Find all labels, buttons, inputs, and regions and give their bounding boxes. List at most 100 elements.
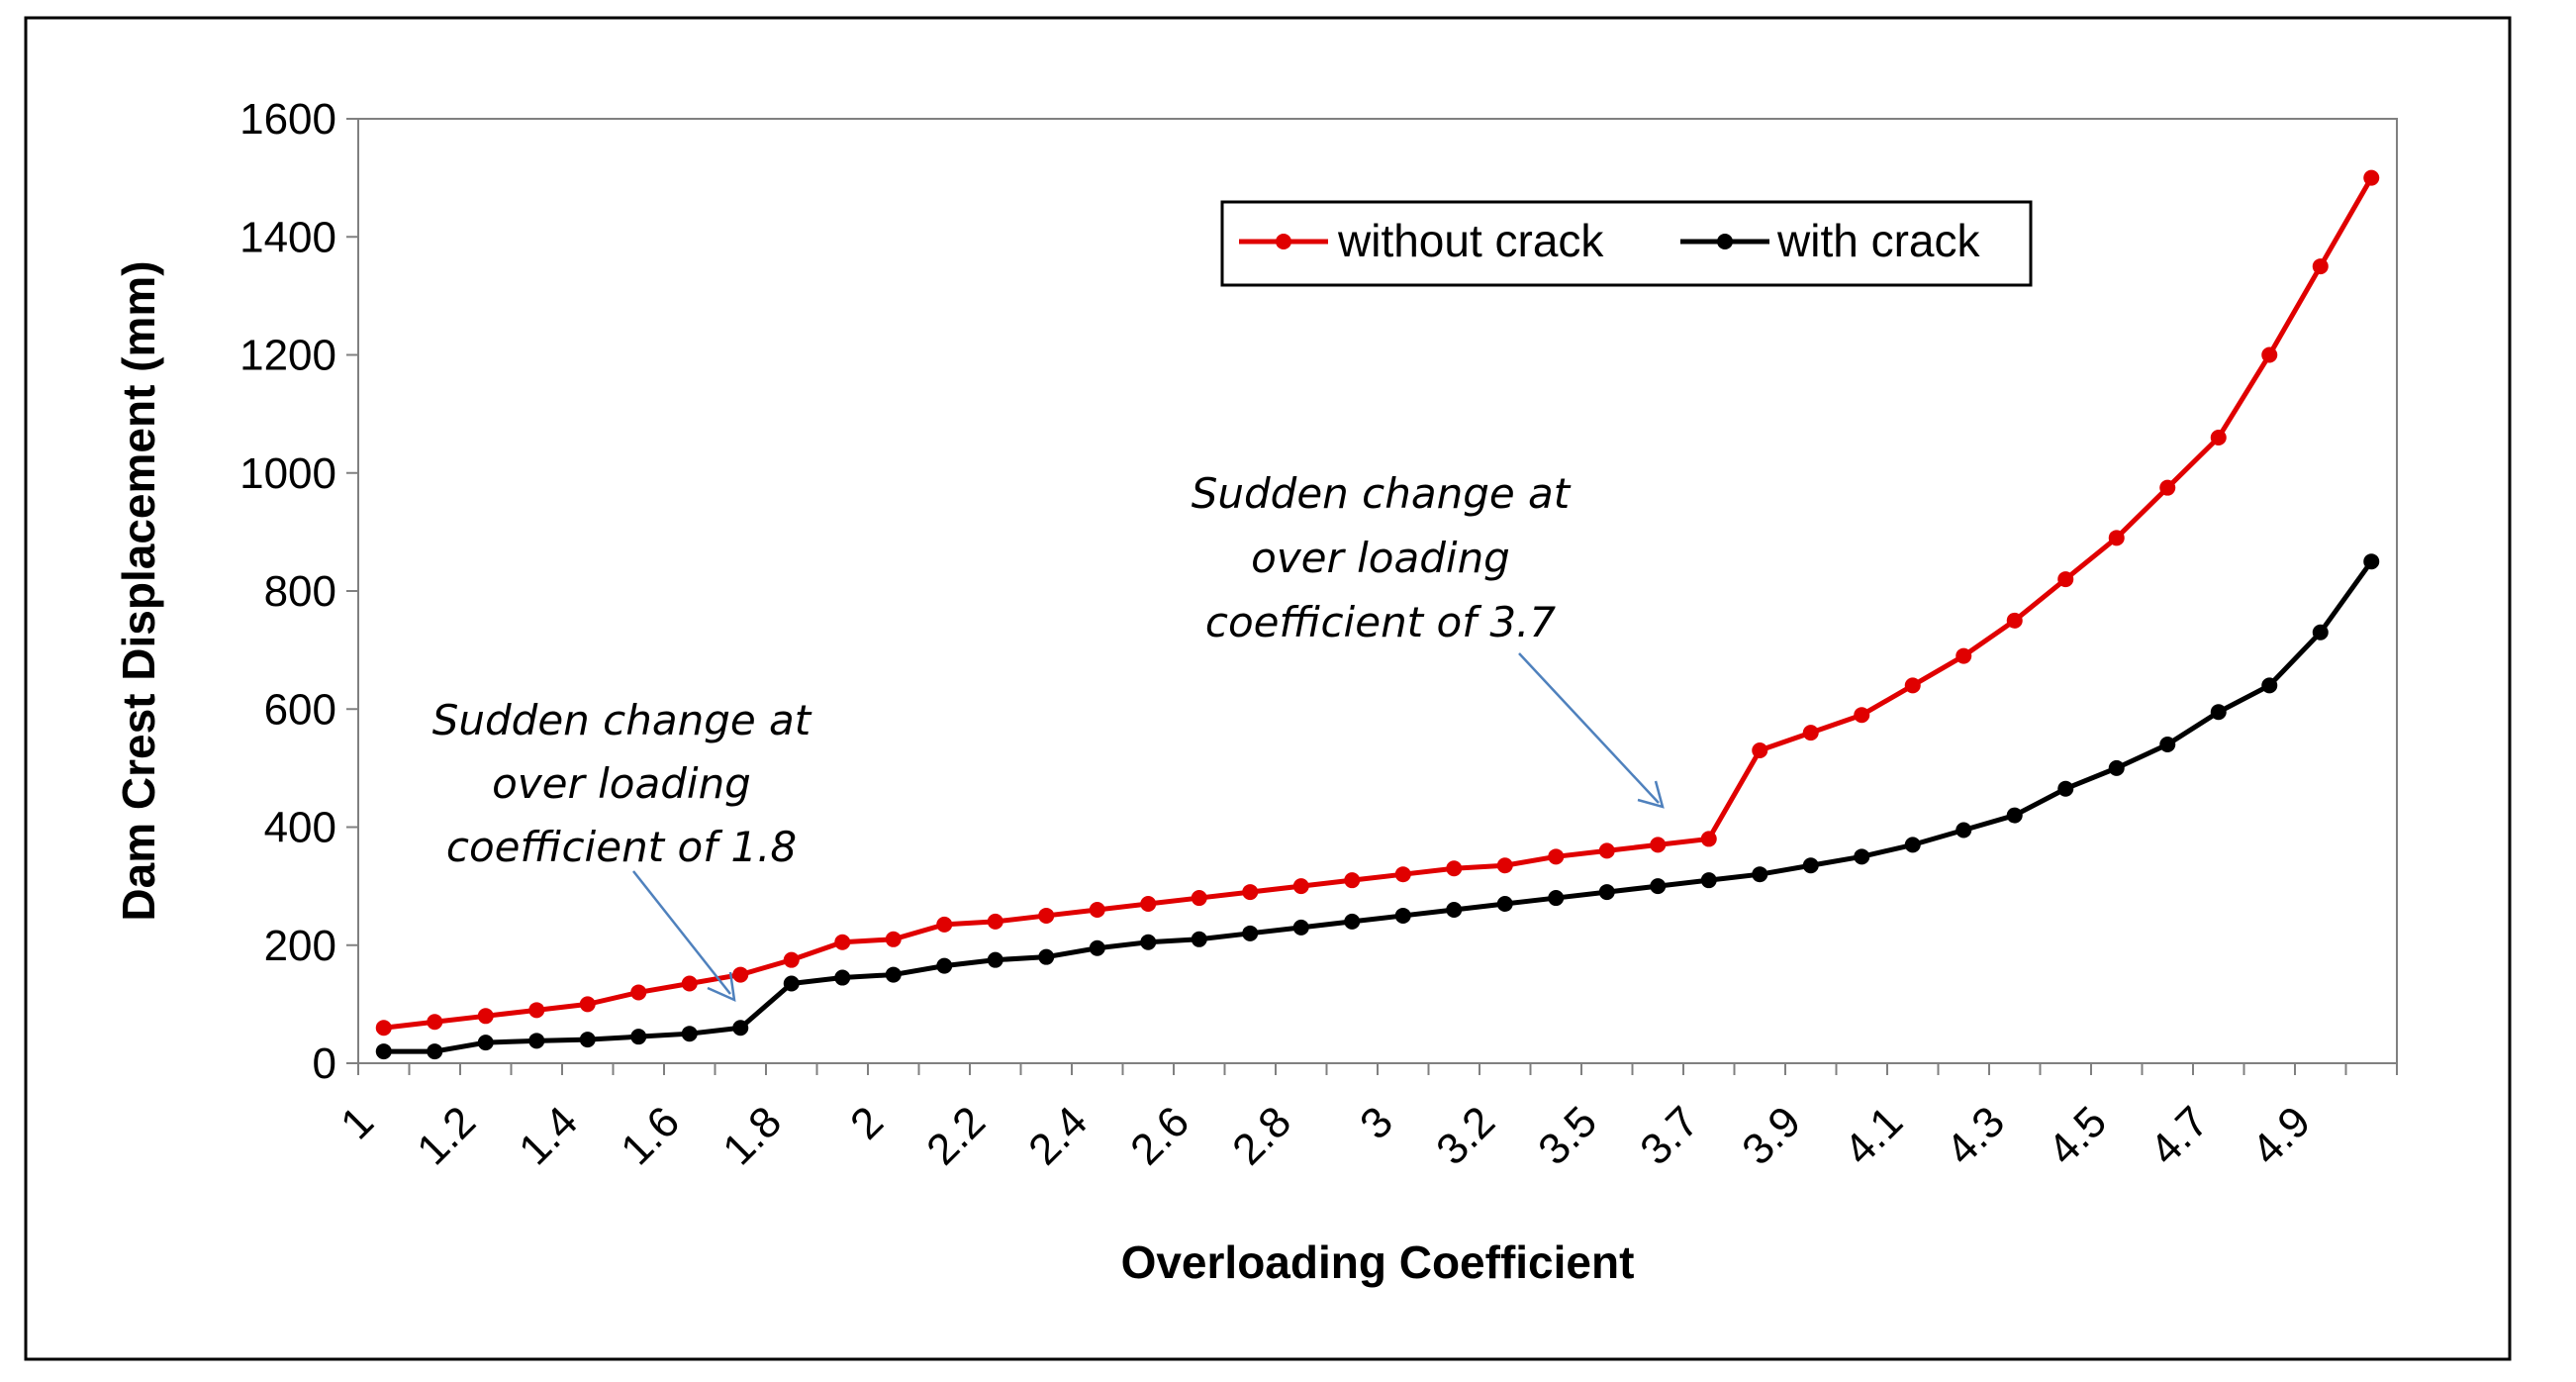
- point-with-crack: [427, 1043, 443, 1060]
- point-without-crack: [427, 1014, 443, 1031]
- point-without-crack: [681, 975, 698, 992]
- point-with-crack: [2312, 624, 2329, 641]
- point-without-crack: [1700, 831, 1717, 847]
- y-tick-label: 400: [264, 804, 336, 852]
- point-with-crack: [1700, 872, 1717, 889]
- point-without-crack: [2057, 571, 2074, 588]
- y-axis-title: Dam Crest Displacement (mm): [113, 260, 164, 921]
- point-without-crack: [2210, 429, 2227, 445]
- annotation-2-line-2: over loading: [1251, 534, 1510, 582]
- annotation-2-arrow: [1518, 652, 1660, 804]
- point-without-crack: [2261, 346, 2278, 363]
- point-with-crack: [1140, 934, 1157, 950]
- point-with-crack: [2261, 677, 2278, 694]
- annotation-1-arrowhead: [707, 971, 736, 1003]
- point-without-crack: [2363, 169, 2380, 186]
- point-without-crack: [630, 984, 647, 1001]
- point-with-crack: [2108, 759, 2125, 776]
- point-without-crack: [1904, 677, 1921, 694]
- annotation-2-line-1: Sudden change at: [1192, 469, 1572, 518]
- point-with-crack: [579, 1032, 596, 1048]
- point-without-crack: [1802, 725, 1819, 741]
- point-with-crack: [2057, 780, 2074, 797]
- annotation-2-line-3: coefficient of 3.7: [1205, 598, 1557, 646]
- point-with-crack: [1496, 896, 1513, 913]
- point-with-crack: [1089, 939, 1105, 956]
- point-with-crack: [936, 957, 953, 974]
- point-with-crack: [1904, 837, 1921, 853]
- point-without-crack: [375, 1020, 392, 1036]
- point-without-crack: [477, 1008, 494, 1025]
- point-with-crack: [885, 966, 902, 983]
- point-with-crack: [2363, 553, 2380, 570]
- point-without-crack: [1344, 872, 1361, 889]
- point-with-crack: [987, 951, 1003, 968]
- point-without-crack: [936, 916, 953, 933]
- point-without-crack: [783, 951, 800, 968]
- series-layer: [375, 169, 2380, 1060]
- point-with-crack: [1956, 822, 1972, 839]
- point-with-crack: [1446, 901, 1463, 918]
- point-without-crack: [2312, 258, 2329, 275]
- y-tick-label: 800: [264, 567, 336, 616]
- point-with-crack: [681, 1026, 698, 1042]
- point-without-crack: [1394, 866, 1411, 883]
- point-without-crack: [1292, 878, 1309, 895]
- legend-label-without-crack: without crack: [1337, 215, 1604, 266]
- point-with-crack: [528, 1033, 545, 1049]
- y-tick-label: 0: [313, 1039, 336, 1088]
- point-without-crack: [1752, 741, 1768, 758]
- point-without-crack: [1650, 837, 1667, 853]
- point-with-crack: [2159, 737, 2176, 753]
- x-axis-title: Overloading Coefficient: [1121, 1236, 1635, 1288]
- annotation-1-arrow: [632, 870, 731, 995]
- point-without-crack: [1548, 848, 1565, 865]
- point-with-crack: [834, 969, 851, 986]
- point-with-crack: [477, 1035, 494, 1051]
- y-tick-label: 1400: [239, 213, 336, 261]
- point-with-crack: [2006, 807, 2023, 824]
- legend-box: [1220, 200, 2033, 287]
- y-tick-label: 600: [264, 685, 336, 734]
- point-with-crack: [783, 975, 800, 992]
- point-without-crack: [1956, 647, 1972, 664]
- annotation-1-line-2: over loading: [492, 759, 751, 808]
- annotation-2: Sudden change at over loading coefficien…: [1192, 469, 1665, 809]
- point-without-crack: [885, 931, 902, 947]
- point-without-crack: [2159, 479, 2176, 496]
- point-with-crack: [1752, 866, 1768, 883]
- point-with-crack: [1548, 890, 1565, 907]
- y-tick-label: 1200: [239, 332, 336, 380]
- y-tick-label: 200: [264, 922, 336, 970]
- point-without-crack: [987, 913, 1003, 930]
- point-without-crack: [834, 934, 851, 950]
- point-with-crack: [1802, 857, 1819, 874]
- point-with-crack: [1854, 848, 1870, 865]
- point-with-crack: [1292, 919, 1309, 936]
- point-without-crack: [1496, 857, 1513, 874]
- point-without-crack: [2108, 530, 2125, 546]
- point-without-crack: [579, 996, 596, 1013]
- point-with-crack: [2210, 704, 2227, 721]
- point-with-crack: [1344, 913, 1361, 930]
- point-with-crack: [1191, 931, 1207, 947]
- y-tick-label: 1000: [239, 449, 336, 498]
- point-with-crack: [1650, 878, 1667, 895]
- annotation-1-line-1: Sudden change at: [432, 696, 812, 744]
- legend: without crack with crack: [1220, 200, 2033, 287]
- point-without-crack: [1140, 896, 1157, 913]
- legend-marker-with-crack: [1717, 234, 1733, 249]
- annotation-1-line-3: coefficient of 1.8: [446, 823, 797, 871]
- series-line-with-crack: [383, 559, 2374, 1054]
- point-with-crack: [732, 1020, 749, 1036]
- point-with-crack: [1598, 884, 1615, 901]
- y-tick-label: 1600: [239, 95, 336, 144]
- series-line-without-crack: [383, 176, 2374, 1031]
- point-with-crack: [630, 1029, 647, 1045]
- point-without-crack: [1598, 842, 1615, 859]
- legend-marker-without-crack: [1276, 234, 1291, 249]
- point-without-crack: [1191, 890, 1207, 907]
- point-without-crack: [1038, 907, 1055, 924]
- point-with-crack: [375, 1043, 392, 1060]
